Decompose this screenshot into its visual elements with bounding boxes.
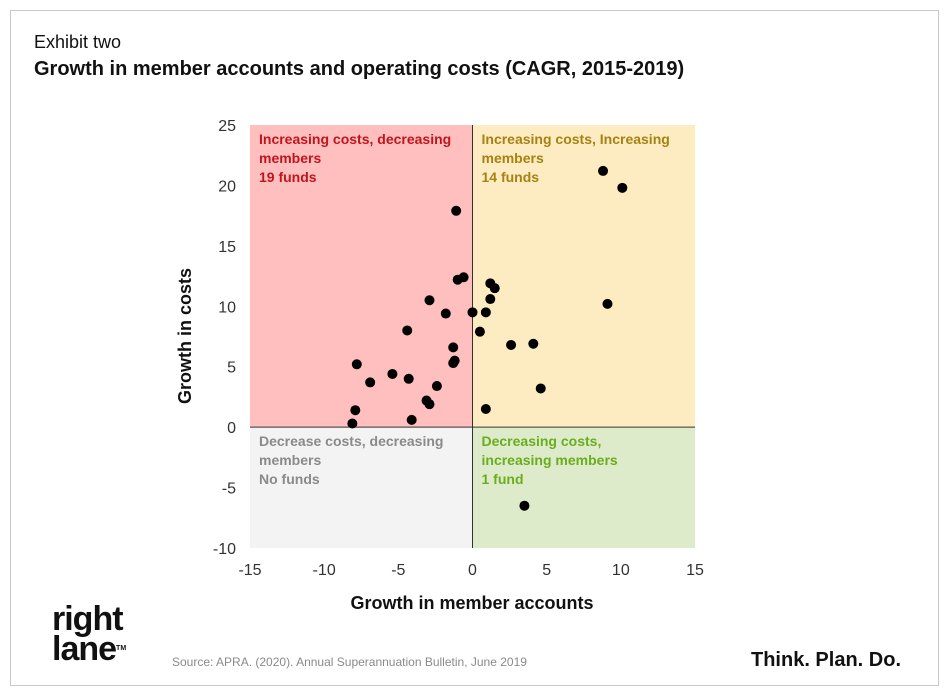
quadrant-label-bottom-right-line-1: increasing members <box>482 452 618 468</box>
data-point-27 <box>474 326 485 337</box>
tagline: Think. Plan. Do. <box>750 649 901 671</box>
data-point-2 <box>452 274 463 285</box>
y-tick-label: 5 <box>227 360 236 377</box>
quadrant-label-top-left-line-1: members <box>259 150 321 166</box>
data-point-0 <box>451 205 462 216</box>
quadrant-label-bottom-left-line-2: No funds <box>259 471 320 487</box>
data-point-23 <box>489 283 500 294</box>
x-tick-label: -15 <box>238 562 261 579</box>
x-tick-label: 15 <box>686 562 704 579</box>
y-tick-label: 15 <box>218 239 236 256</box>
data-point-24 <box>485 294 496 305</box>
data-point-18 <box>406 414 417 425</box>
data-point-20 <box>598 165 609 176</box>
logo-line-2: laneTM <box>52 632 127 666</box>
y-tick-label: 25 <box>218 118 236 135</box>
quadrant-label-bottom-left-line-1: members <box>259 452 321 468</box>
y-tick-label: 20 <box>218 178 236 195</box>
exhibit-label: Exhibit two <box>34 32 122 52</box>
quadrant-bottom-right <box>472 427 695 548</box>
data-point-21 <box>617 182 628 193</box>
x-tick-label: 5 <box>542 562 551 579</box>
data-point-19 <box>347 418 358 429</box>
quadrant-label-top-right-line-1: members <box>482 150 544 166</box>
data-point-14 <box>431 381 442 392</box>
logo-line-2-text: lane <box>52 630 117 668</box>
x-tick-label: 10 <box>612 562 630 579</box>
quadrant-label-bottom-right-line-2: 1 fund <box>482 471 524 487</box>
data-point-28 <box>528 338 539 349</box>
data-point-30 <box>535 383 546 394</box>
exhibit-frame <box>10 10 939 686</box>
data-point-25 <box>602 298 613 309</box>
x-axis-label: Growth in member accounts <box>350 593 593 613</box>
quadrant-bottom-left <box>250 427 473 548</box>
quadrant-label-top-right-line-0: Increasing costs, Increasing <box>482 131 670 147</box>
data-point-31 <box>480 404 491 415</box>
y-tick-label: -5 <box>222 481 236 498</box>
quadrant-top-right <box>472 125 695 428</box>
data-point-9 <box>449 355 460 366</box>
data-point-26 <box>480 307 491 318</box>
y-tick-label: 0 <box>227 420 236 437</box>
point-layer <box>347 165 628 511</box>
data-point-17 <box>350 405 361 416</box>
x-tick-label: -10 <box>313 562 336 579</box>
y-tick-label: 10 <box>218 299 236 316</box>
data-point-16 <box>424 399 435 410</box>
quadrant-label-top-left-line-0: Increasing costs, decreasing <box>259 131 451 147</box>
quadrant-layer: Increasing costs, decreasing members 19 fu… <box>250 125 695 548</box>
x-tick-label: -5 <box>391 562 405 579</box>
source-note: Source: APRA. (2020). Annual Superannuat… <box>172 655 527 669</box>
data-point-11 <box>387 368 398 379</box>
quadrant-label-bottom-right-line-0: Decreasing costs, <box>482 433 602 449</box>
y-tick-label: -10 <box>213 541 236 558</box>
data-point-10 <box>351 359 362 370</box>
data-point-12 <box>403 373 414 384</box>
y-axis-label: Growth in costs <box>175 268 195 404</box>
chart-title: Growth in member accounts and operating … <box>34 58 685 80</box>
data-point-7 <box>448 342 459 353</box>
right-lane-logo: right laneTM <box>52 600 127 666</box>
quadrant-top-left <box>250 125 473 428</box>
logo-line-1: right <box>52 600 124 638</box>
data-point-5 <box>467 307 478 318</box>
data-point-13 <box>365 377 376 388</box>
quadrant-label-top-left-line-2: 19 funds <box>259 169 317 185</box>
quadrant-label-bottom-left-line-0: Decrease costs, decreasing <box>259 433 443 449</box>
x-tick-label: 0 <box>468 562 477 579</box>
data-point-29 <box>506 339 517 350</box>
data-point-32 <box>519 500 530 511</box>
data-point-3 <box>424 295 435 306</box>
data-point-6 <box>402 325 413 336</box>
quadrant-label-top-right-line-2: 14 funds <box>482 169 540 185</box>
data-point-4 <box>440 308 451 319</box>
trademark-mark: TM <box>116 645 127 652</box>
